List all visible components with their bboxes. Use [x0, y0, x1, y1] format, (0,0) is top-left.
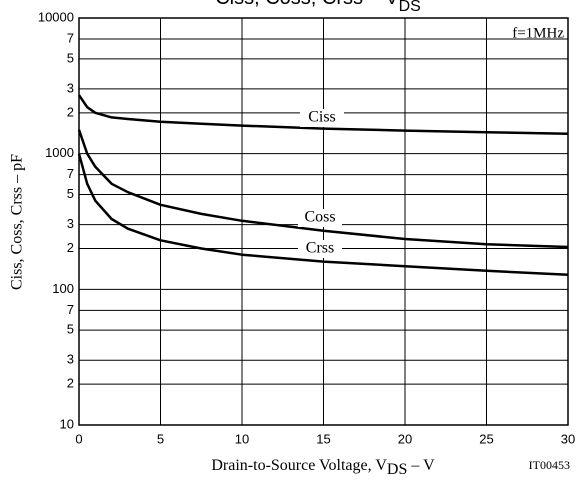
series-label: Crss — [306, 240, 334, 257]
figure-id: IT00453 — [529, 458, 570, 472]
series-label: Coss — [304, 209, 335, 226]
frequency-note: f=1MHz — [512, 25, 564, 41]
label-backdrop — [300, 109, 344, 127]
series-line — [77, 129, 569, 249]
chart-title: Ciss, Coss, Crss – VDS — [215, 0, 421, 15]
x-label-text: Drain-to-Source Voltage, V — [211, 457, 387, 474]
y-tick-label: 7 — [67, 302, 74, 317]
x-axis-label: Drain-to-Source Voltage, VDS – V — [211, 457, 435, 478]
label-backdrop — [298, 240, 342, 258]
y-tick-label: 3 — [67, 80, 74, 95]
x-tick-label: 25 — [479, 431, 493, 446]
y-tick-label: 3 — [67, 352, 74, 367]
x-tick-label: 10 — [235, 431, 249, 446]
x-label-unit: – V — [407, 457, 435, 474]
y-tick-label: 5 — [67, 186, 74, 201]
series-line — [77, 94, 569, 136]
y-tick-label: 5 — [67, 50, 74, 65]
title-text: Ciss, Coss, Crss – V — [215, 0, 399, 9]
y-tick-label: 3 — [67, 216, 74, 231]
y-tick-label: 10000 — [38, 9, 74, 24]
series-label: Ciss — [308, 109, 336, 126]
plot-frame — [78, 17, 569, 426]
y-tick-label: 10 — [60, 416, 74, 431]
x-tick-label: 30 — [561, 431, 575, 446]
y-tick-label: 5 — [67, 322, 74, 337]
x-tick-label: 20 — [398, 431, 412, 446]
y-tick-label: 1000 — [45, 145, 74, 160]
y-tick-label: 100 — [52, 281, 74, 296]
y-tick-label: 2 — [67, 376, 74, 391]
y-tick-label: 7 — [67, 30, 74, 45]
y-tick-label: 7 — [67, 166, 74, 181]
label-backdrop — [298, 209, 342, 227]
x-label-sub: DS — [387, 461, 407, 478]
x-tick-label: 0 — [75, 431, 82, 446]
y-tick-label: 2 — [67, 104, 74, 119]
title-sub: DS — [399, 0, 421, 15]
x-tick-label: 5 — [157, 431, 164, 446]
series-line — [77, 153, 569, 277]
y-tick-label: 2 — [67, 240, 74, 255]
x-tick-label: 15 — [316, 431, 330, 446]
y-axis-label: Ciss, Coss, Crss – pF — [9, 154, 26, 290]
